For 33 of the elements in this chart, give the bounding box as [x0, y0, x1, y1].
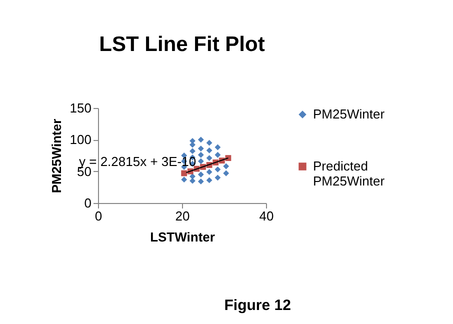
point [190, 148, 196, 154]
point [214, 144, 221, 150]
point [206, 177, 212, 184]
point [206, 140, 212, 146]
point [198, 152, 204, 158]
y-tick-label: 100 [70, 132, 92, 148]
point [198, 178, 204, 184]
x-tick-label: 0 [94, 208, 102, 224]
point [214, 166, 221, 172]
point [206, 147, 212, 154]
chart-title: LST Line Fit Plot [99, 33, 265, 56]
point [198, 172, 204, 178]
x-tick-label: 40 [259, 208, 274, 224]
point [214, 174, 221, 181]
y-axis-title: PM25Winter [48, 118, 64, 194]
x-axis-title: LSTWinter [150, 230, 215, 244]
point [181, 176, 188, 183]
y-tick-label: 0 [84, 196, 92, 210]
point [214, 152, 221, 158]
legend-label: Predicted PM25Winter [313, 158, 386, 188]
point [206, 169, 212, 175]
point [223, 170, 230, 176]
y-tick-label: 150 [70, 100, 92, 116]
point [181, 170, 188, 176]
point [198, 146, 204, 152]
point [198, 158, 204, 164]
x-tick-label: 20 [175, 208, 190, 224]
point [206, 155, 212, 161]
legend-label: PM25Winter [313, 106, 386, 122]
point [223, 163, 230, 170]
point [225, 155, 232, 161]
caption: Figure 12 [224, 297, 291, 314]
point [198, 136, 204, 143]
